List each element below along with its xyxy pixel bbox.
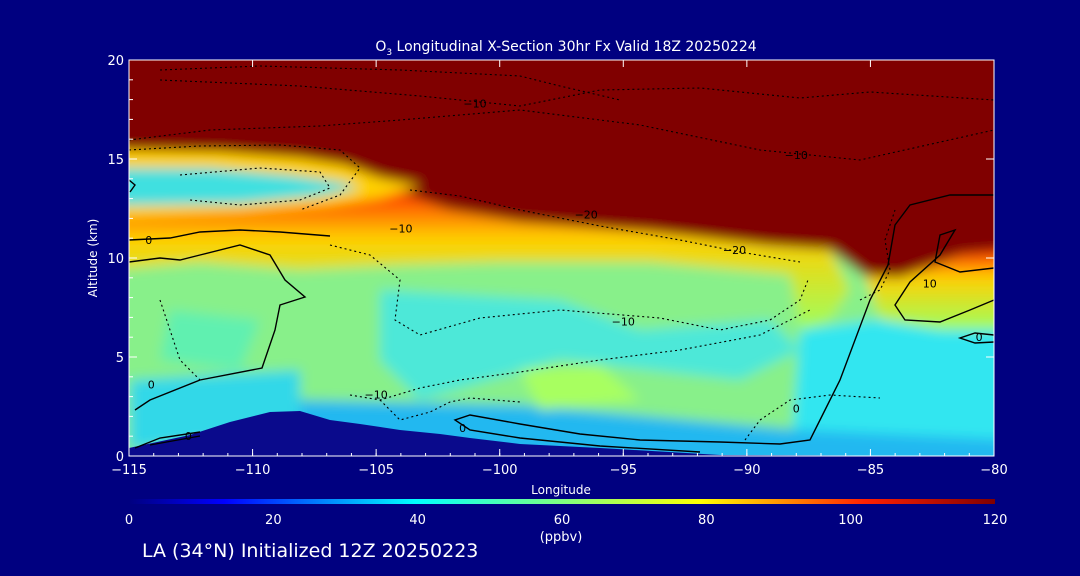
contour-label: 0 [459,422,466,435]
colorbar-tick-label: 0 [125,513,133,528]
contour-label: 10 [923,278,937,291]
contour-label: −10 [365,389,388,402]
lower-right-low-ozone [791,302,994,456]
y-tick-label: 0 [116,450,124,465]
run-info-footer: LA (34°N) Initialized 12Z 20250223 [142,540,479,562]
mid-low-ozone [380,290,800,400]
colorbar-tick-label: 20 [265,513,282,528]
y-tick-label: 5 [116,351,124,366]
contour-labels: −10 −10 −20 −10 0 −20 −10 10 0 0 −10 0 0 0 [145,98,982,444]
colorbar-ticks: 0 20 40 60 80 100 120 [125,513,1008,528]
contour-label: −10 [612,315,635,328]
x-tick-label: −110 [235,463,271,478]
x-tick-label: −115 [111,463,147,478]
contour-label: −10 [785,149,808,162]
tropopause-band [129,190,850,330]
stratosphere-fill [129,60,994,278]
contour-lines [129,65,994,453]
y-tick-label: 10 [107,252,124,267]
contour-label: 0 [976,331,983,344]
ozone-field: −10 −10 −20 −10 0 −20 −10 10 0 0 −10 0 0 0 [129,60,994,456]
contour-label: −10 [389,222,412,235]
contour-label: 0 [185,430,192,443]
colorbar-tick-label: 60 [554,513,571,528]
contour-label: −20 [575,208,598,221]
y-axis-label: Altitude (km) [86,219,100,298]
colorbar-tick-label: 80 [698,513,715,528]
y-axis: 0 5 10 15 20 [107,54,994,465]
upper-tongue-core [129,168,360,206]
contour-label: −10 [463,98,486,111]
x-tick-label: −80 [980,463,1007,478]
colorbar-label: (ppbv) [540,530,583,545]
terrain [129,411,994,456]
x-axis-label: Longitude [531,483,591,497]
contour-label: −20 [723,244,746,257]
colorbar [129,499,995,504]
colorbar-tick-label: 100 [838,513,863,528]
chart-title: O3 Longitudinal X-Section 30hr Fx Valid … [375,39,756,58]
contour-label: 0 [793,402,800,415]
contour-label: 0 [148,379,155,392]
x-tick-label: −95 [610,463,637,478]
x-tick-label: −100 [482,463,518,478]
colorbar-tick-label: 120 [983,513,1008,528]
x-axis: −115 −110 −105 −100 −95 −90 −85 −80 [111,60,1008,478]
x-tick-label: −85 [857,463,884,478]
contour-label: 0 [145,234,152,247]
y-tick-label: 15 [107,153,124,168]
x-tick-label: −90 [733,463,760,478]
x-tick-label: −105 [358,463,394,478]
colorbar-tick-label: 40 [409,513,426,528]
y-tick-label: 20 [107,54,124,69]
